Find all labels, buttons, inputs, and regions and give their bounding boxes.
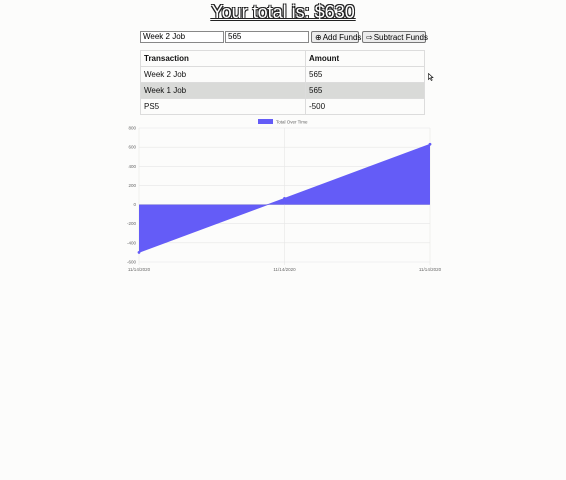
transaction-amount-cell: 565 — [305, 66, 425, 83]
add-funds-label: Add Funds — [322, 33, 362, 42]
y-tick-label: 200 — [128, 183, 136, 188]
y-tick-label: 400 — [128, 164, 136, 169]
subtract-funds-label: Subtract Funds — [373, 33, 428, 42]
y-tick-label: -200 — [127, 221, 137, 226]
total-heading: Your total is: $630 — [211, 2, 355, 22]
x-tick-label: 11/14/2020 — [419, 267, 442, 272]
table-row: PS5 -500 — [140, 98, 425, 115]
subtract-funds-button[interactable]: ⇨Subtract Funds — [362, 31, 428, 43]
data-point — [137, 251, 141, 254]
y-tick-label: 600 — [128, 145, 136, 150]
x-axis-ticks: 11/14/2020 11/14/2020 11/14/2020 — [128, 267, 442, 272]
x-tick-label: 11/14/2020 — [128, 267, 151, 272]
y-tick-label: 800 — [128, 126, 136, 131]
legend-label: Total Over Time — [276, 120, 308, 125]
minus-arrow-icon: ⇨ — [366, 33, 373, 42]
transaction-amount-cell: -500 — [305, 98, 425, 115]
mouse-cursor-icon — [428, 73, 434, 81]
transaction-name-input[interactable] — [140, 31, 224, 43]
plus-circle-icon: ⊕ — [315, 33, 322, 42]
legend-swatch — [258, 119, 273, 124]
table-header-row: Transaction Amount — [140, 50, 425, 67]
chart-legend: Total Over Time — [258, 119, 308, 125]
transaction-amount-cell: 565 — [305, 82, 425, 99]
transaction-name-cell: Week 1 Job — [140, 82, 306, 99]
x-tick-label: 11/14/2020 — [273, 267, 296, 272]
transaction-amount-input[interactable] — [225, 31, 309, 43]
add-funds-button[interactable]: ⊕Add Funds — [311, 31, 362, 43]
y-tick-label: 0 — [133, 202, 136, 207]
table-row: Week 1 Job 565 — [140, 82, 425, 99]
column-header-amount: Amount — [305, 50, 425, 67]
table-row: Week 2 Job 565 — [140, 66, 425, 83]
y-axis-ticks: 800 600 400 200 0 -200 -400 -600 — [127, 126, 137, 265]
transactions-table: Transaction Amount Week 2 Job 565 Week 1… — [140, 50, 425, 115]
transaction-name-cell: PS5 — [140, 98, 306, 115]
data-point — [428, 142, 432, 146]
chart-area-layer — [137, 142, 432, 254]
total-over-time-chart: Total Over Time 800 600 400 200 0 -200 -400 -60… — [127, 119, 442, 272]
column-header-transaction: Transaction — [140, 50, 306, 67]
y-tick-label: -600 — [127, 260, 137, 265]
y-tick-label: -400 — [127, 240, 137, 245]
transaction-name-cell: Week 2 Job — [140, 66, 306, 83]
data-point — [283, 196, 286, 200]
